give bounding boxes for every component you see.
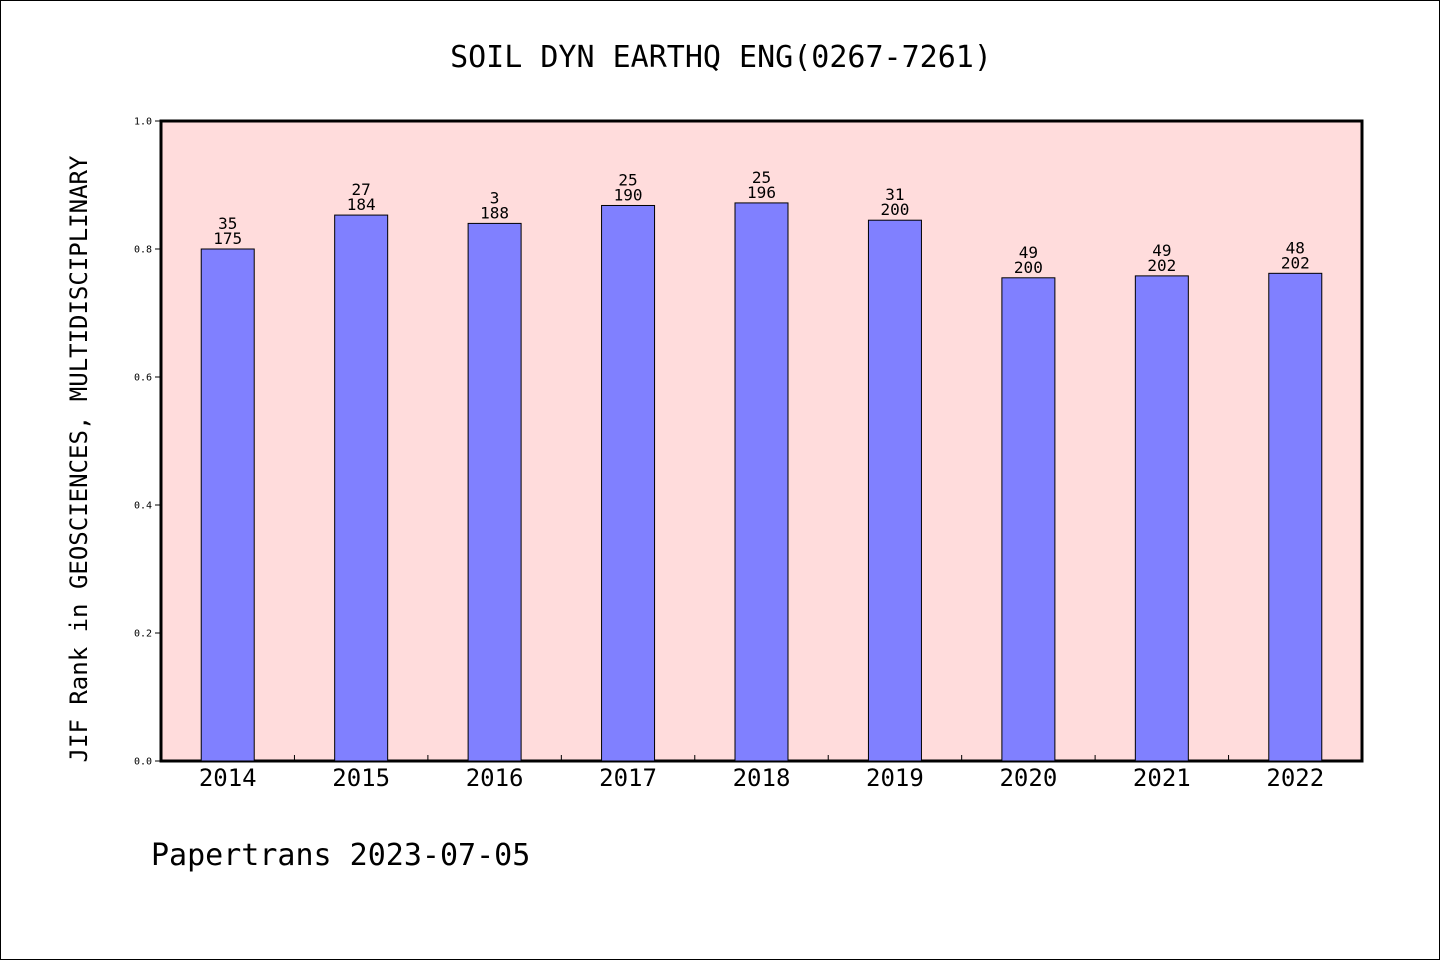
y-tick-label: 0.8 xyxy=(134,245,152,256)
bar-2021 xyxy=(1134,275,1189,762)
bar-rank-label: 49 xyxy=(1019,243,1038,262)
y-tick-label: 0.6 xyxy=(134,373,152,384)
y-axis-ticks: 0.0 0.2 0.4 0.6 0.8 1.0 xyxy=(134,117,161,768)
x-tick-label: 2021 xyxy=(1133,764,1191,792)
bar-2014 xyxy=(200,248,255,762)
bar-rank-label: 35 xyxy=(218,214,237,233)
y-tick-label: 0.4 xyxy=(134,501,152,512)
x-tick-label: 2020 xyxy=(999,764,1057,792)
bar-rank-label: 48 xyxy=(1286,238,1305,257)
bar-total-label: 196 xyxy=(747,183,776,202)
bar-rank-label: 31 xyxy=(885,185,904,204)
bar-total-label: 200 xyxy=(1014,258,1043,277)
x-tick-label: 2016 xyxy=(466,764,524,792)
bar-total-label: 200 xyxy=(880,200,909,219)
bar-rank-label: 25 xyxy=(752,168,771,187)
y-tick-label: 0.2 xyxy=(134,629,152,640)
x-tick-label: 2018 xyxy=(733,764,791,792)
bar-total-label: 188 xyxy=(480,203,509,222)
bar-total-label: 175 xyxy=(213,229,242,248)
x-tick-label: 2014 xyxy=(199,764,257,792)
bar-total-label: 202 xyxy=(1147,256,1176,275)
bar-2022 xyxy=(1268,272,1323,762)
bar-rank-label: 27 xyxy=(352,180,371,199)
bar-2015 xyxy=(334,214,389,762)
footer-credit: Papertrans 2023-07-05 xyxy=(151,838,530,873)
bar-2018 xyxy=(734,202,789,762)
bar-2016 xyxy=(467,222,522,762)
bar-total-label: 184 xyxy=(347,195,376,214)
y-tick-label: 0.0 xyxy=(134,757,152,768)
bar-total-label: 190 xyxy=(614,185,643,204)
bar-2019 xyxy=(867,219,922,762)
y-tick-label: 1.0 xyxy=(134,117,152,128)
bar-rank-label: 3 xyxy=(490,188,500,207)
x-tick-label: 2017 xyxy=(599,764,657,792)
x-tick-label: 2019 xyxy=(866,764,924,792)
bar-2020 xyxy=(1001,277,1056,762)
x-tick-label: 2022 xyxy=(1266,764,1324,792)
y-axis-label: JIF Rank in GEOSCIENCES, MULTIDISCIPLINA… xyxy=(65,155,93,762)
chart-title: SOIL DYN EARTHQ ENG(0267-7261) xyxy=(450,40,992,75)
bar-rank-label: 25 xyxy=(618,170,637,189)
bar-2017 xyxy=(601,204,656,762)
x-tick-label: 2015 xyxy=(332,764,390,792)
bar-total-label: 202 xyxy=(1281,253,1310,272)
bar-rank-label: 49 xyxy=(1152,241,1171,260)
x-axis-ticks: 2014 2015 2016 2017 2018 2019 2020 2021 2022 xyxy=(199,755,1324,792)
